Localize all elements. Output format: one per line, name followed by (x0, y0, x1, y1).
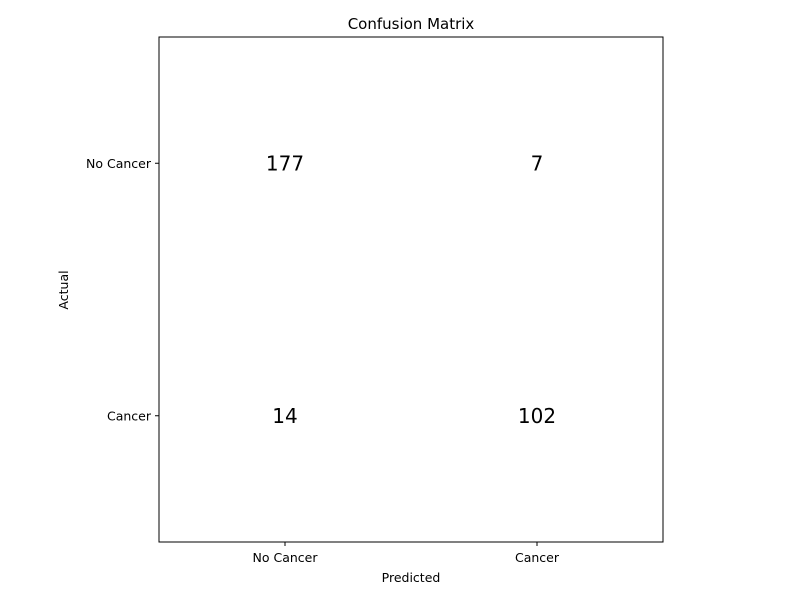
plot-frame (158, 36, 664, 543)
cell-value: 14 (272, 404, 297, 428)
chart-title: Confusion Matrix (348, 15, 475, 33)
x-axis-label: Predicted (382, 570, 441, 585)
y-tick-label: Cancer (107, 408, 152, 423)
cell-value: 177 (266, 151, 304, 175)
y-tick-label: No Cancer (86, 156, 152, 171)
matrix-cells: 177 7 14 102 (266, 151, 556, 428)
y-axis-ticks: No Cancer Cancer (86, 156, 159, 423)
y-axis-label: Actual (56, 270, 71, 309)
cell-value: 102 (518, 404, 556, 428)
x-tick-label: No Cancer (253, 550, 319, 565)
x-tick-label: Cancer (515, 550, 560, 565)
x-axis-ticks: No Cancer Cancer (253, 542, 560, 565)
cell-value: 7 (531, 151, 544, 175)
